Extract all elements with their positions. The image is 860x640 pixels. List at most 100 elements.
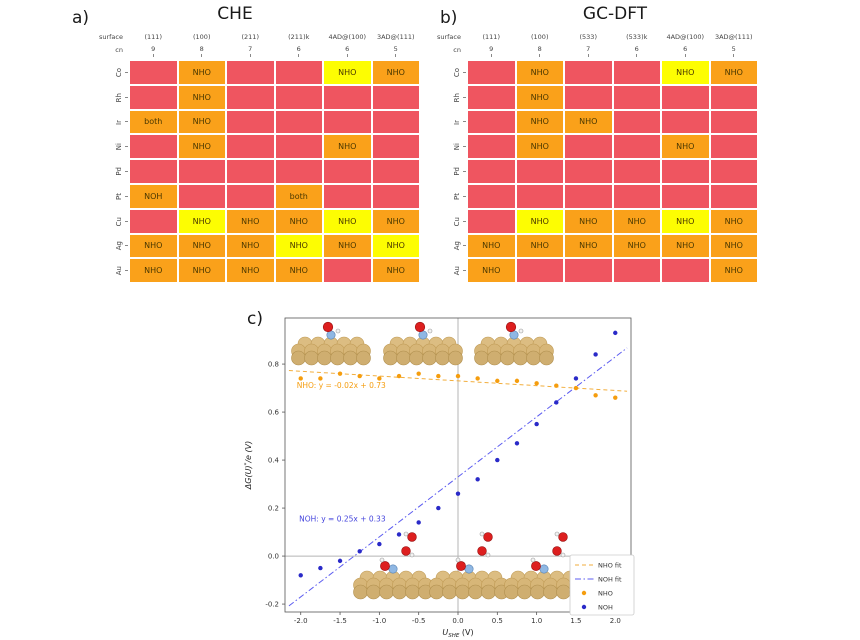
atom <box>474 350 489 366</box>
fit-annotation: NHO: y = -0.02x + 0.73 <box>297 381 386 390</box>
atom <box>401 546 411 556</box>
atom <box>518 328 524 334</box>
atom <box>456 561 466 571</box>
fit-line-NHO-fit <box>288 370 628 392</box>
heatmap-cell <box>613 160 660 183</box>
heatmap-cell: NHO <box>516 135 563 159</box>
data-point-NHO <box>495 378 500 384</box>
atom <box>304 350 319 366</box>
x-tick-label: -0.5 <box>412 617 426 625</box>
atom <box>317 350 332 366</box>
atom <box>556 584 571 600</box>
row-label: Ag <box>40 235 128 258</box>
heatmap-cell: NHO <box>710 234 757 258</box>
cn-value-text: 6 <box>634 45 639 53</box>
heatmap-cell <box>613 135 660 159</box>
cn-value-text: 7 <box>586 45 591 53</box>
atom <box>356 350 371 366</box>
heatmap-cell <box>468 184 515 208</box>
panel-c-label: c) <box>247 309 263 329</box>
heatmap-cell <box>178 184 225 208</box>
heatmap-cell: NHO <box>613 234 660 258</box>
cn-header-label: cn <box>453 46 461 54</box>
heatmap-cell <box>662 184 709 208</box>
data-point-NOH <box>514 441 520 446</box>
heatmap-cell <box>662 110 709 134</box>
heatmap-cell: NHO <box>516 209 563 233</box>
heatmap-cell <box>662 85 709 109</box>
x-tick-label: 0.0 <box>452 617 463 625</box>
heatmap-cell: NHO <box>275 209 322 233</box>
heatmap-cell: NHO <box>227 259 274 283</box>
heatmap-cell: NHO <box>130 259 177 283</box>
y-tick-label: -0.2 <box>265 601 279 609</box>
atom <box>455 557 461 563</box>
row-label-text: Cu <box>453 216 461 226</box>
row-label-text: Ag <box>115 241 123 251</box>
heatmap-cell: NHO <box>662 234 709 258</box>
atom <box>500 350 515 366</box>
heatmap-cell <box>130 61 177 84</box>
data-point-NHO <box>298 376 303 381</box>
atom <box>427 328 433 334</box>
heatmap-cell: NHO <box>178 234 225 258</box>
x-tick-label: 1.0 <box>531 617 542 625</box>
heatmap-cell: NHO <box>324 234 371 258</box>
cn-value-text: 5 <box>393 45 398 53</box>
heatmap-cell <box>130 160 177 183</box>
x-tick-label: -1.5 <box>333 617 347 625</box>
row-label: Ni <box>40 135 128 158</box>
cn-value-text: 9 <box>151 45 156 53</box>
row-label-text: Au <box>453 266 461 276</box>
atom <box>513 350 528 366</box>
heatmap-cell: both <box>275 184 322 208</box>
atom <box>560 552 566 558</box>
cn-header-label: cn <box>115 46 123 54</box>
cn-value: 5 <box>711 45 758 59</box>
heatmap-cell <box>324 259 371 283</box>
heatmap-cell <box>324 184 371 208</box>
atom <box>383 350 398 366</box>
panel-b-title: GC-DFT <box>582 4 648 24</box>
data-point-NOH <box>613 330 618 336</box>
heatmap-cell <box>565 61 612 84</box>
heatmap-cell <box>324 85 371 109</box>
cn-value: 7 <box>565 45 612 59</box>
cn-value: 8 <box>517 45 564 59</box>
atom <box>455 584 470 600</box>
heatmap-cell <box>324 110 371 134</box>
fit-line-NOH-fit <box>288 347 628 607</box>
molecule-inset <box>383 321 463 366</box>
data-point-NOH <box>416 520 421 525</box>
row-label: Co <box>40 61 128 84</box>
heatmap-cell <box>275 135 322 159</box>
heatmap-cell: NHO <box>516 110 563 134</box>
row-label: Ni <box>378 135 466 158</box>
data-point-NOH <box>436 505 441 511</box>
cn-value-text: 6 <box>345 45 350 53</box>
atom <box>353 584 368 600</box>
row-label-text: Ni <box>453 143 461 151</box>
heatmap-cell: NHO <box>516 61 563 84</box>
heatmap-cell <box>275 85 322 109</box>
atom <box>396 350 411 366</box>
data-point-NHO <box>613 395 618 400</box>
atom <box>479 531 485 537</box>
cn-value: 8 <box>179 45 226 59</box>
row-label: Au <box>378 259 466 282</box>
y-tick-label: 0.2 <box>268 505 279 513</box>
atom <box>464 564 474 574</box>
legend-label: NOH <box>598 604 613 612</box>
atom <box>330 350 345 366</box>
atom <box>392 584 407 600</box>
heatmap-gcdft: surface (111) (100) (533) (533)k 4AD@(100) 3AD… <box>378 32 758 283</box>
panel-a-label: a) <box>72 8 90 28</box>
row-label-text: Ir <box>453 119 461 125</box>
data-point-NOH <box>318 565 323 571</box>
heatmap-cell: NHO <box>178 209 225 233</box>
heatmap-cell <box>662 259 709 283</box>
cn-value-text: 7 <box>248 45 253 53</box>
heatmap-cell <box>710 184 757 208</box>
row-label-text: Pt <box>115 192 123 200</box>
heatmap-cell: NHO <box>565 234 612 258</box>
